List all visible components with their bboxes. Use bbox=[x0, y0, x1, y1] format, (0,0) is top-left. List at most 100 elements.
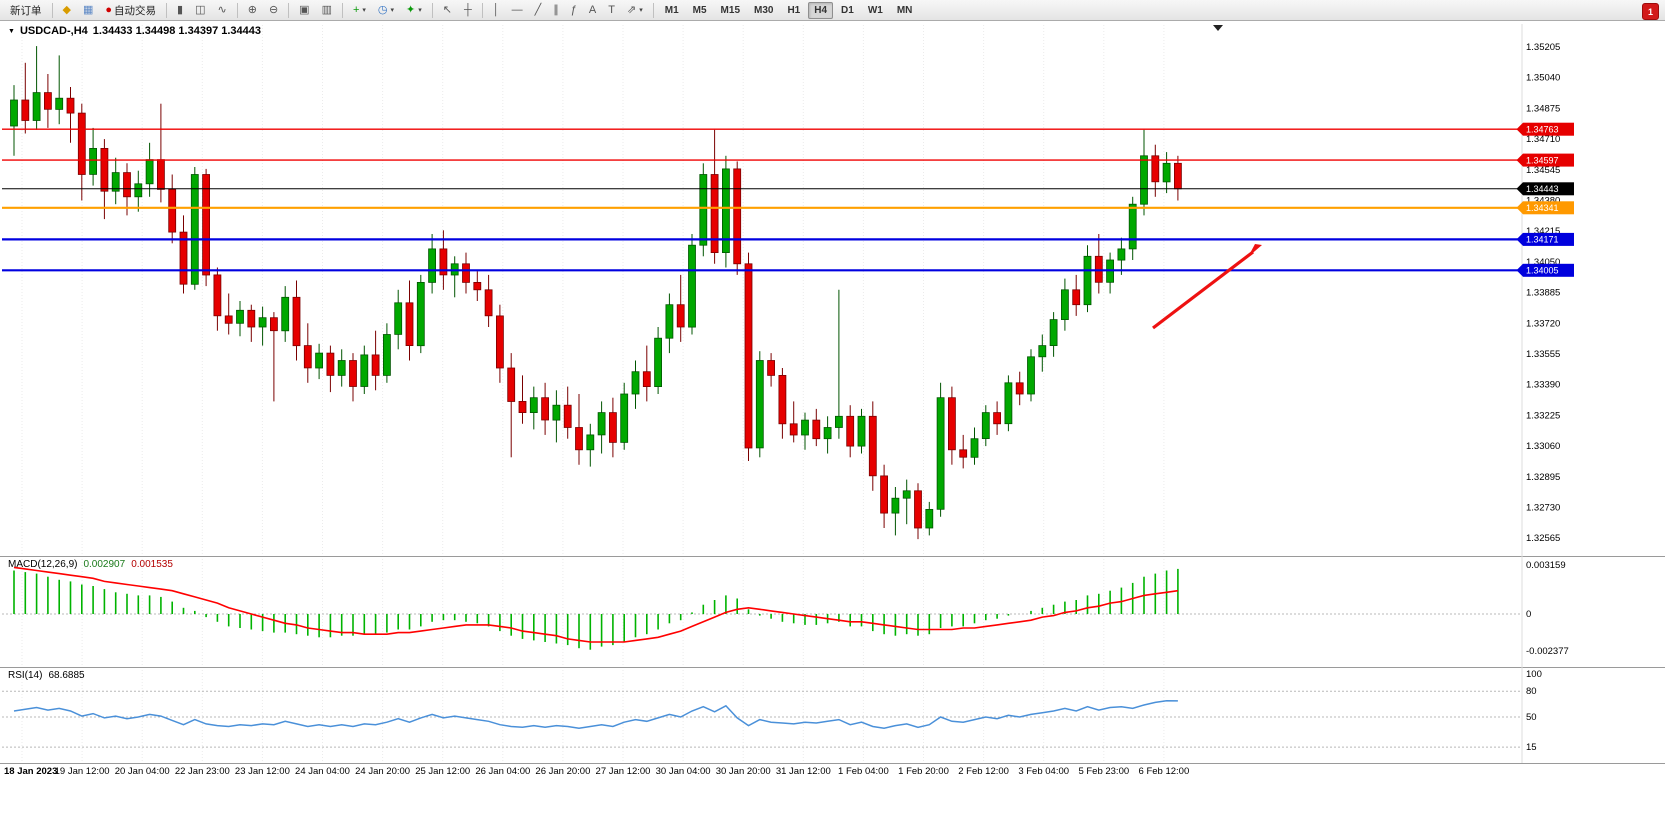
indicators-button[interactable]: ✦ ▾ bbox=[401, 2, 427, 19]
bar-chart-icon: ▮ bbox=[177, 3, 184, 16]
price-label: 1.33225 bbox=[1526, 410, 1560, 421]
fibonacci-button[interactable]: ƒ bbox=[566, 2, 582, 19]
cursor-button[interactable]: ↖ bbox=[438, 2, 457, 19]
time-label: 1 Feb 20:00 bbox=[898, 766, 949, 777]
text-label-icon: T bbox=[608, 3, 615, 16]
candlestick-chart-button[interactable]: ◫ bbox=[190, 2, 210, 19]
price-label: 1.34380 bbox=[1526, 196, 1560, 207]
tf-m30-label: M30 bbox=[754, 4, 774, 16]
autotrading-button[interactable]: ● 自动交易 bbox=[100, 2, 161, 19]
trendline-icon: ╱ bbox=[534, 3, 542, 16]
price-axis[interactable]: 1.35205 1.35040 1.34875 1.34710 1.34545 1.343… bbox=[1526, 42, 1560, 544]
equidistant-channel-button[interactable]: ∥ bbox=[548, 2, 564, 19]
text-button[interactable]: A bbox=[584, 2, 601, 19]
macd-axis-label: 0 bbox=[1526, 609, 1531, 620]
toolbar-separator bbox=[236, 2, 238, 18]
price-badge-text: 1.34443 bbox=[1526, 184, 1559, 194]
vertical-line-button[interactable]: │ bbox=[488, 2, 505, 19]
macd-signal-value: 0.001535 bbox=[131, 559, 173, 570]
bar-chart-button[interactable]: ▮ bbox=[172, 2, 188, 19]
horizontal-lines[interactable] bbox=[2, 128, 1520, 272]
macd-label: MACD(12,26,9) 0.002907 0.001535 bbox=[8, 559, 173, 570]
symbol-period-label: USDCAD-,H4 bbox=[19, 25, 88, 37]
fibonacci-icon: ƒ bbox=[570, 3, 577, 16]
toolbar-groups: 新订单 ◆ ▦ ● 自动交易 ▮ ◫ ∿ ⊕ ⊖ ▣ ▥ + ▾ ◷ ▾ ✦ ▾ ↖ ┼ │ ― ╱ ∥ ƒ A T ⇗ ▾ M1 M5 M1… bbox=[4, 1, 919, 19]
tf-d1-label: D1 bbox=[841, 4, 854, 16]
time-label: 22 Jan 23:00 bbox=[175, 766, 230, 777]
macd-panel: 0.003159 0 -0.002377 bbox=[2, 560, 1569, 657]
macd-main-value: 0.002907 bbox=[83, 559, 126, 570]
horizontal-line-icon: ― bbox=[511, 3, 523, 16]
price-label: 1.35205 bbox=[1526, 42, 1560, 53]
rsi-name: RSI(14) bbox=[8, 670, 43, 681]
zoom-out-button[interactable]: ⊖ bbox=[264, 2, 283, 19]
new-order-button[interactable]: 新订单 bbox=[5, 2, 47, 19]
trend-arrow[interactable] bbox=[1152, 244, 1262, 330]
tf-m5-button[interactable]: M5 bbox=[687, 2, 713, 19]
zoom-out-icon: ⊖ bbox=[268, 3, 279, 16]
new-chart-caret-icon: ▾ bbox=[362, 7, 366, 14]
crosshair-icon: ┼ bbox=[464, 3, 472, 16]
time-label: 6 Feb 12:00 bbox=[1139, 766, 1190, 777]
time-label: 26 Jan 20:00 bbox=[535, 766, 590, 777]
price-badge-text: 1.34171 bbox=[1526, 235, 1559, 245]
chart-window: 18 Jan 2023 19 Jan 12:00 20 Jan 04:00 22 Ja… bbox=[0, 21, 1665, 833]
tf-m30-button[interactable]: M30 bbox=[748, 2, 779, 19]
time-label: 30 Jan 20:00 bbox=[716, 766, 771, 777]
toolbar-separator bbox=[652, 2, 654, 18]
macd-axis-label: 0.003159 bbox=[1526, 560, 1566, 571]
zoom-in-button[interactable]: ⊕ bbox=[243, 2, 262, 19]
price-badge bbox=[1523, 263, 1574, 277]
chart-shift-marker[interactable] bbox=[1213, 25, 1223, 31]
time-label: 2 Feb 12:00 bbox=[958, 766, 1009, 777]
tf-m15-button[interactable]: M15 bbox=[715, 2, 746, 19]
price-badge-pointer bbox=[1516, 182, 1523, 196]
crosshair-button[interactable]: ┼ bbox=[459, 2, 477, 19]
text-label-button[interactable]: T bbox=[603, 2, 620, 19]
metaeditor-icon: ◆ bbox=[62, 3, 71, 16]
toolbar: 新订单 ◆ ▦ ● 自动交易 ▮ ◫ ∿ ⊕ ⊖ ▣ ▥ + ▾ ◷ ▾ ✦ ▾ ↖ ┼ │ ― ╱ ∥ ƒ A T ⇗ ▾ M1 M5 M1… bbox=[0, 0, 1665, 21]
arrow-objects-icon: ⇗ bbox=[627, 3, 637, 16]
price-label: 1.32565 bbox=[1526, 533, 1560, 544]
price-badge-pointer bbox=[1516, 263, 1523, 277]
trendline-button[interactable]: ╱ bbox=[530, 2, 547, 19]
time-label: 26 Jan 04:00 bbox=[475, 766, 530, 777]
price-label: 1.34875 bbox=[1526, 103, 1560, 114]
new-chart-icon: + bbox=[352, 3, 360, 16]
time-label: 23 Jan 12:00 bbox=[235, 766, 290, 777]
chart-period-button[interactable]: ◷ ▾ bbox=[373, 2, 399, 19]
cursor-icon: ↖ bbox=[442, 3, 452, 16]
tf-h4-button[interactable]: H4 bbox=[808, 1, 834, 19]
ohlc-values: 1.34433 1.34498 1.34397 1.34443 bbox=[92, 25, 261, 37]
toolbar-separator bbox=[341, 2, 343, 18]
candles bbox=[10, 46, 1182, 540]
toolbar-separator bbox=[288, 2, 290, 18]
line-chart-button[interactable]: ∿ bbox=[213, 2, 232, 19]
tf-h1-button[interactable]: H1 bbox=[781, 2, 806, 19]
tf-m1-button[interactable]: M1 bbox=[659, 2, 685, 19]
time-label: 18 Jan 2023 bbox=[4, 766, 57, 777]
price-label: 1.34710 bbox=[1526, 134, 1560, 145]
time-label: 24 Jan 20:00 bbox=[355, 766, 410, 777]
metaeditor-button[interactable]: ◆ bbox=[58, 2, 76, 19]
tf-w1-button[interactable]: W1 bbox=[862, 2, 889, 19]
toolbar-separator bbox=[431, 2, 433, 18]
tf-d1-button[interactable]: D1 bbox=[835, 2, 860, 19]
cascade-windows-button[interactable]: ▥ bbox=[317, 2, 337, 19]
chart-period-icon: ◷ bbox=[377, 3, 388, 16]
market-watch-button[interactable]: ▦ bbox=[78, 2, 98, 19]
time-label: 19 Jan 12:00 bbox=[55, 766, 110, 777]
tile-windows-button[interactable]: ▣ bbox=[294, 2, 314, 19]
new-order-label: 新订单 bbox=[10, 4, 42, 17]
arrow-objects-button[interactable]: ⇗ ▾ bbox=[622, 2, 648, 19]
horizontal-line-button[interactable]: ― bbox=[507, 2, 528, 19]
price-badges: 1.34763 1.34597 1.34443 1.34341 1.34171 1.340… bbox=[1516, 122, 1574, 277]
notifications-icon[interactable]: 1 bbox=[1642, 3, 1659, 20]
rsi-axis-label: 100 bbox=[1526, 669, 1542, 680]
symbol-dropdown-icon[interactable]: ▼ bbox=[8, 27, 15, 35]
tf-mn-button[interactable]: MN bbox=[891, 2, 919, 19]
new-chart-button[interactable]: + ▾ bbox=[348, 2, 371, 19]
price-badge bbox=[1523, 232, 1574, 246]
indicators-caret-icon: ▾ bbox=[418, 7, 422, 14]
